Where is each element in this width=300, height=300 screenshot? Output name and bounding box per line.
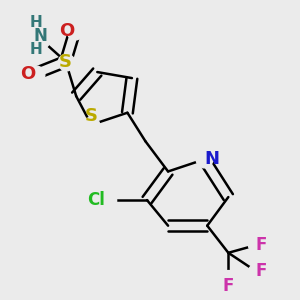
Text: N: N xyxy=(33,27,47,45)
Text: S: S xyxy=(85,107,98,125)
Text: S: S xyxy=(59,52,72,70)
Text: Cl: Cl xyxy=(87,191,105,209)
Text: N: N xyxy=(204,150,219,168)
Text: O: O xyxy=(20,64,35,82)
Text: F: F xyxy=(223,277,234,295)
Text: F: F xyxy=(255,262,267,280)
Text: F: F xyxy=(255,236,267,254)
Text: O: O xyxy=(59,22,75,40)
Text: H: H xyxy=(29,42,42,57)
Text: H: H xyxy=(29,15,42,30)
